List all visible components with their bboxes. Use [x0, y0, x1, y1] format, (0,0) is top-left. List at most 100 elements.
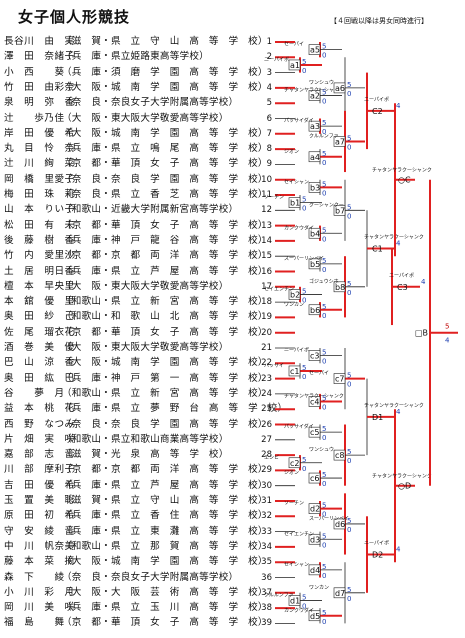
entry-affiliation: （兵 庫・県 立 芦 屋 高 等 学 校）	[62, 479, 268, 491]
match-score: 0	[347, 289, 351, 297]
kata-label: ニーパイポ	[264, 56, 289, 63]
entry-number: 29	[261, 465, 272, 476]
entry-number: 30	[261, 480, 272, 491]
entry-row: 巴 山 涼 香（大 阪・城 南 学 園 高 等 学 校）22	[4, 356, 272, 370]
entry-name: 谷 夢 月	[4, 387, 65, 399]
match-score: 5	[347, 517, 351, 525]
entry-number: 22	[261, 358, 272, 369]
entry-number: 39	[261, 618, 272, 629]
match-box	[288, 365, 301, 377]
match-box	[308, 120, 321, 132]
kata-label: スーパーリンペイ	[284, 256, 324, 262]
kata-label: パッサイダイ	[284, 117, 314, 124]
match-label: b1	[290, 199, 300, 208]
quarter-label: D2	[372, 551, 383, 560]
entry-name: 後 藤 樹 香	[4, 234, 75, 246]
match-score: 5	[322, 349, 326, 357]
entry-name: 竹 田 由彩奈	[4, 81, 75, 93]
quarter-label: C3	[397, 283, 408, 292]
match-label: b7	[335, 206, 345, 215]
quarter-score: 4	[396, 546, 401, 554]
entry-affiliation: （大 阪・大 阪 芸 術 高 等 学 校）	[62, 586, 268, 598]
match-box	[308, 533, 321, 545]
match-box	[308, 227, 321, 239]
match-score: 0	[302, 602, 306, 610]
match-label: c3	[310, 352, 320, 361]
entry-affiliation: （滋 賀・県 立 守 山 高 等 学 校）	[62, 36, 268, 47]
match-score: 5	[322, 89, 326, 97]
entry-row: 長谷川 由 実（滋 賀・県 立 守 山 高 等 学 校）1	[4, 35, 272, 49]
match-score: 0	[347, 90, 351, 98]
entry-row: 泉 明 弥 香（奈 良・奈良女子大学附属高等学校） 5	[4, 96, 272, 110]
kata-label: ワンカン	[309, 585, 329, 591]
quarter-label: C2	[372, 107, 383, 116]
match-label: b6	[310, 306, 320, 315]
kata-label: ニーパイポ	[364, 540, 389, 547]
entry-name: 奥 田 紘 巴	[4, 372, 75, 384]
entry-affiliation: （兵 庫・須 磨 学 園 高 等 学 校）	[62, 66, 268, 78]
entry-affiliation: （和歌山・県 立 那 賀 高 等 学 校）	[62, 540, 268, 552]
match-box	[308, 151, 321, 163]
entry-row: 丸 目 怜 奈（兵 庫・県 立 鳴 尾 高 等 学 校）8	[4, 142, 272, 156]
entry-number: 11	[261, 190, 272, 200]
match-label: a6	[335, 84, 345, 93]
kata-label: カンクウダイ	[284, 224, 314, 231]
entry-row: 益 本 桃 花（兵 庫・県 立 夢 野 台 高 等 学 校）25	[4, 402, 287, 416]
entry-number: 19	[261, 312, 272, 323]
kata-label: セイシャン	[284, 562, 309, 568]
entry-number: 23	[261, 373, 272, 384]
entry-affiliation: （大 阪・城 南 学 園 高 等 学 校）	[62, 127, 268, 139]
entry-name: 原 田 初 希	[4, 510, 75, 522]
quarter-score: 4	[396, 240, 401, 248]
entry-number: 36	[261, 572, 272, 583]
match-score: 0	[347, 526, 351, 534]
match-score: 5	[302, 456, 306, 464]
entry-number: 13	[261, 220, 272, 231]
entry-row: 松 田 有 未（京 都・華 頂 女 子 高 等 学 校）13	[4, 219, 272, 233]
entry-name: 中 川 帆奈美	[4, 540, 75, 552]
entry-row: 辻 歩乃佳（大 阪・東大阪大学敬愛高等学校） 6	[4, 112, 272, 126]
kata-label: ワンシュウ	[309, 79, 334, 86]
entry-number: 9	[266, 159, 272, 170]
entry-name: 西 野 なつみ	[4, 418, 75, 430]
entry-name: 川 部 摩利子	[4, 464, 75, 476]
kata-label: スーパーリンペイ	[309, 516, 349, 522]
entry-affiliation: （奈 良・奈 良 学 園 高 等 学 校）	[62, 173, 268, 185]
match-score: 5	[322, 425, 326, 433]
kata-label: ソーチン	[264, 195, 284, 201]
match-box	[333, 587, 346, 599]
entry-name: 巴 山 涼 香	[4, 357, 75, 369]
entry-row: 佐 尾 瑠衣花（京 都・華 頂 女 子 高 等 学 校）20	[4, 326, 272, 340]
entry-row: 嘉 部 志 音（滋 賀・光 泉 高 等 学 校） 28	[4, 448, 272, 462]
match-score: 5	[322, 609, 326, 617]
match-score: 5	[322, 150, 326, 158]
match-box	[333, 281, 346, 293]
match-score: 0	[347, 143, 351, 151]
match-score: 5	[347, 280, 351, 288]
entry-affiliation: （和歌山・和 歌 山 北 高 等 学 校）	[62, 311, 268, 323]
entry-number: 37	[261, 587, 272, 598]
entry-affiliation: （兵 庫・県 立 東 灘 高 等 学 校）	[62, 525, 268, 537]
match-score: 0	[347, 457, 351, 465]
entry-row: 川 部 摩利子（京 都・京 都 両 洋 高 等 学 校）29	[4, 463, 272, 477]
entry-number: 25	[261, 404, 272, 415]
match-label: a1	[290, 61, 300, 70]
entry-number: 32	[261, 511, 272, 522]
match-score: 5	[322, 43, 326, 51]
match-score: 5	[322, 395, 326, 403]
entry-number: 24	[261, 388, 272, 399]
kata-label: ソーチン	[284, 501, 304, 507]
entry-number: 16	[261, 266, 272, 277]
entry-number: 35	[261, 557, 272, 568]
entry-name: 泉 明 弥 香	[4, 97, 75, 109]
match-label: c5	[310, 428, 320, 437]
match-label: d7	[335, 589, 345, 598]
match-box	[288, 197, 301, 208]
entry-number: 26	[261, 419, 272, 430]
entry-affiliation: （大 阪・東大阪大学敬愛高等学校）	[62, 280, 229, 292]
match-label: a4	[310, 153, 320, 162]
entry-name: 檀 本 早央里	[4, 280, 75, 292]
match-box	[333, 449, 346, 461]
entry-name: 守 安 綾 音	[4, 525, 75, 537]
match-label: a7	[335, 137, 345, 146]
